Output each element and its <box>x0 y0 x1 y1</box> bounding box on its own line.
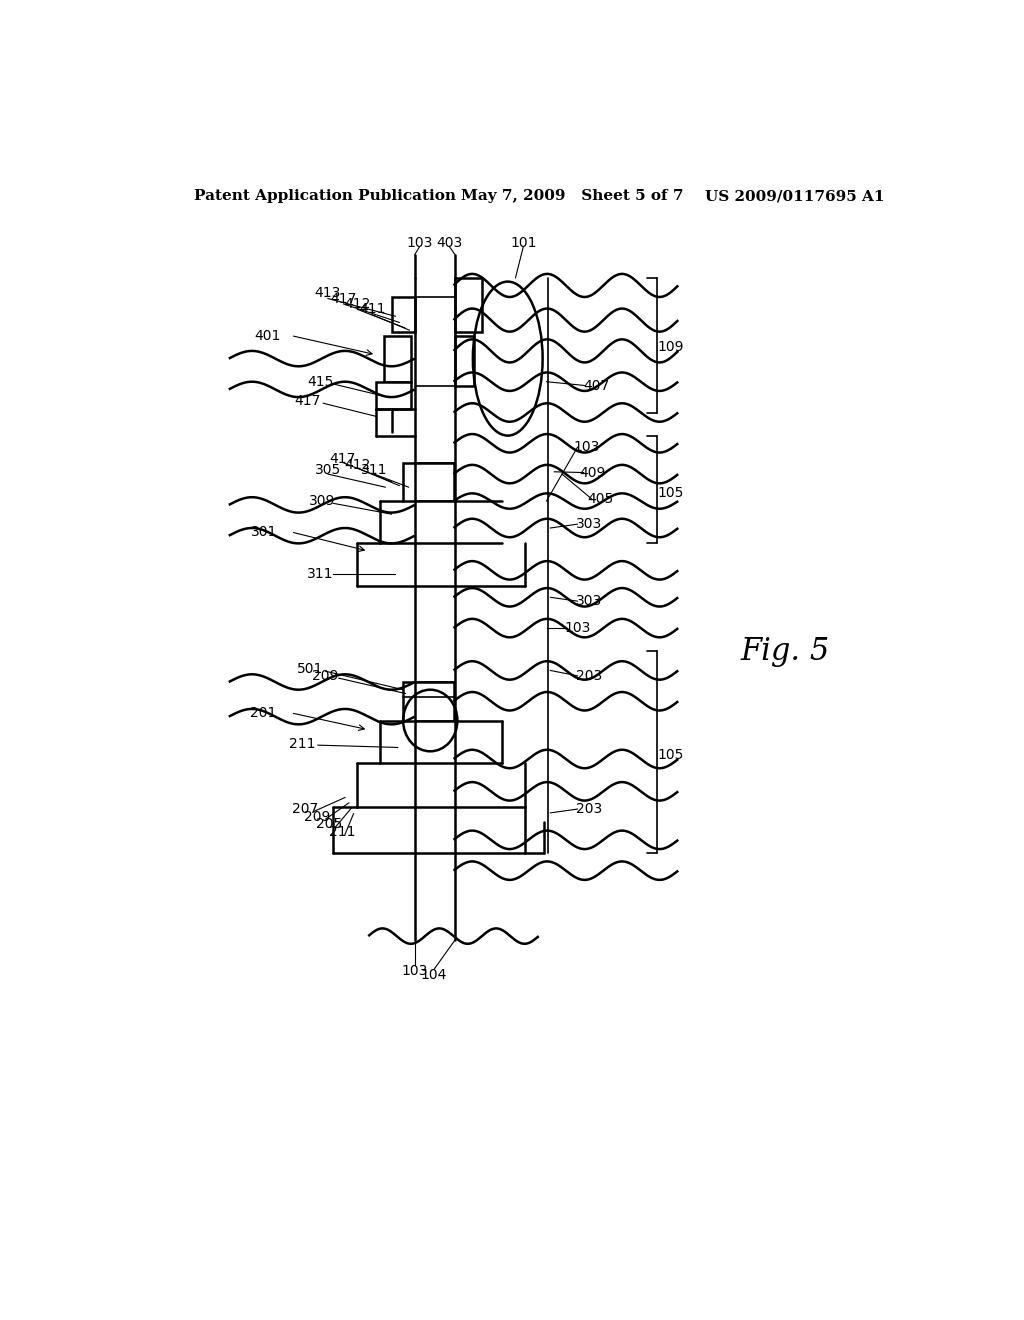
Text: 409: 409 <box>580 466 606 479</box>
Text: 405: 405 <box>588 492 613 506</box>
Text: 401: 401 <box>254 329 281 342</box>
Text: 105: 105 <box>657 486 684 500</box>
Text: 211: 211 <box>289 737 315 751</box>
Text: 501: 501 <box>297 661 324 676</box>
Text: 411: 411 <box>358 302 385 317</box>
Text: 417: 417 <box>330 451 356 466</box>
Text: 101: 101 <box>510 236 537 249</box>
Bar <box>391 297 415 331</box>
Text: 207: 207 <box>292 803 317 816</box>
Text: 103: 103 <box>573 440 600 454</box>
Text: 209: 209 <box>304 809 331 824</box>
Text: US 2009/0117695 A1: US 2009/0117695 A1 <box>706 189 885 203</box>
Text: Patent Application Publication: Patent Application Publication <box>194 189 456 203</box>
Text: 109: 109 <box>657 341 684 354</box>
Text: 417: 417 <box>295 393 321 408</box>
Text: 417: 417 <box>331 292 356 305</box>
Text: 309: 309 <box>308 494 335 508</box>
Text: 301: 301 <box>251 525 276 539</box>
Text: 412: 412 <box>344 458 371 471</box>
Bar <box>384 335 411 381</box>
Text: 205: 205 <box>316 817 343 832</box>
Text: 311: 311 <box>361 463 388 478</box>
Text: 104: 104 <box>421 968 447 982</box>
Text: 103: 103 <box>564 622 591 635</box>
Text: 412: 412 <box>344 297 371 312</box>
Bar <box>403 682 454 721</box>
Bar <box>376 381 411 409</box>
Text: 105: 105 <box>657 748 684 762</box>
Text: 209: 209 <box>312 669 339 682</box>
Text: 211: 211 <box>329 825 355 840</box>
Text: May 7, 2009   Sheet 5 of 7: May 7, 2009 Sheet 5 of 7 <box>461 189 684 203</box>
Text: 413: 413 <box>314 286 341 300</box>
Text: 305: 305 <box>314 463 341 478</box>
Text: 203: 203 <box>575 669 602 682</box>
Text: 415: 415 <box>307 375 334 388</box>
Text: 303: 303 <box>575 517 602 531</box>
Text: 103: 103 <box>407 236 432 249</box>
Text: 403: 403 <box>436 236 463 249</box>
Text: 201: 201 <box>251 706 276 719</box>
Bar <box>455 335 474 385</box>
Text: 311: 311 <box>307 568 334 581</box>
Text: 203: 203 <box>575 803 602 816</box>
Text: 407: 407 <box>584 379 610 392</box>
Text: 103: 103 <box>401 964 428 978</box>
Text: Fig. 5: Fig. 5 <box>740 636 829 667</box>
Bar <box>455 277 482 331</box>
Text: 303: 303 <box>575 594 602 609</box>
Bar <box>403 462 454 502</box>
